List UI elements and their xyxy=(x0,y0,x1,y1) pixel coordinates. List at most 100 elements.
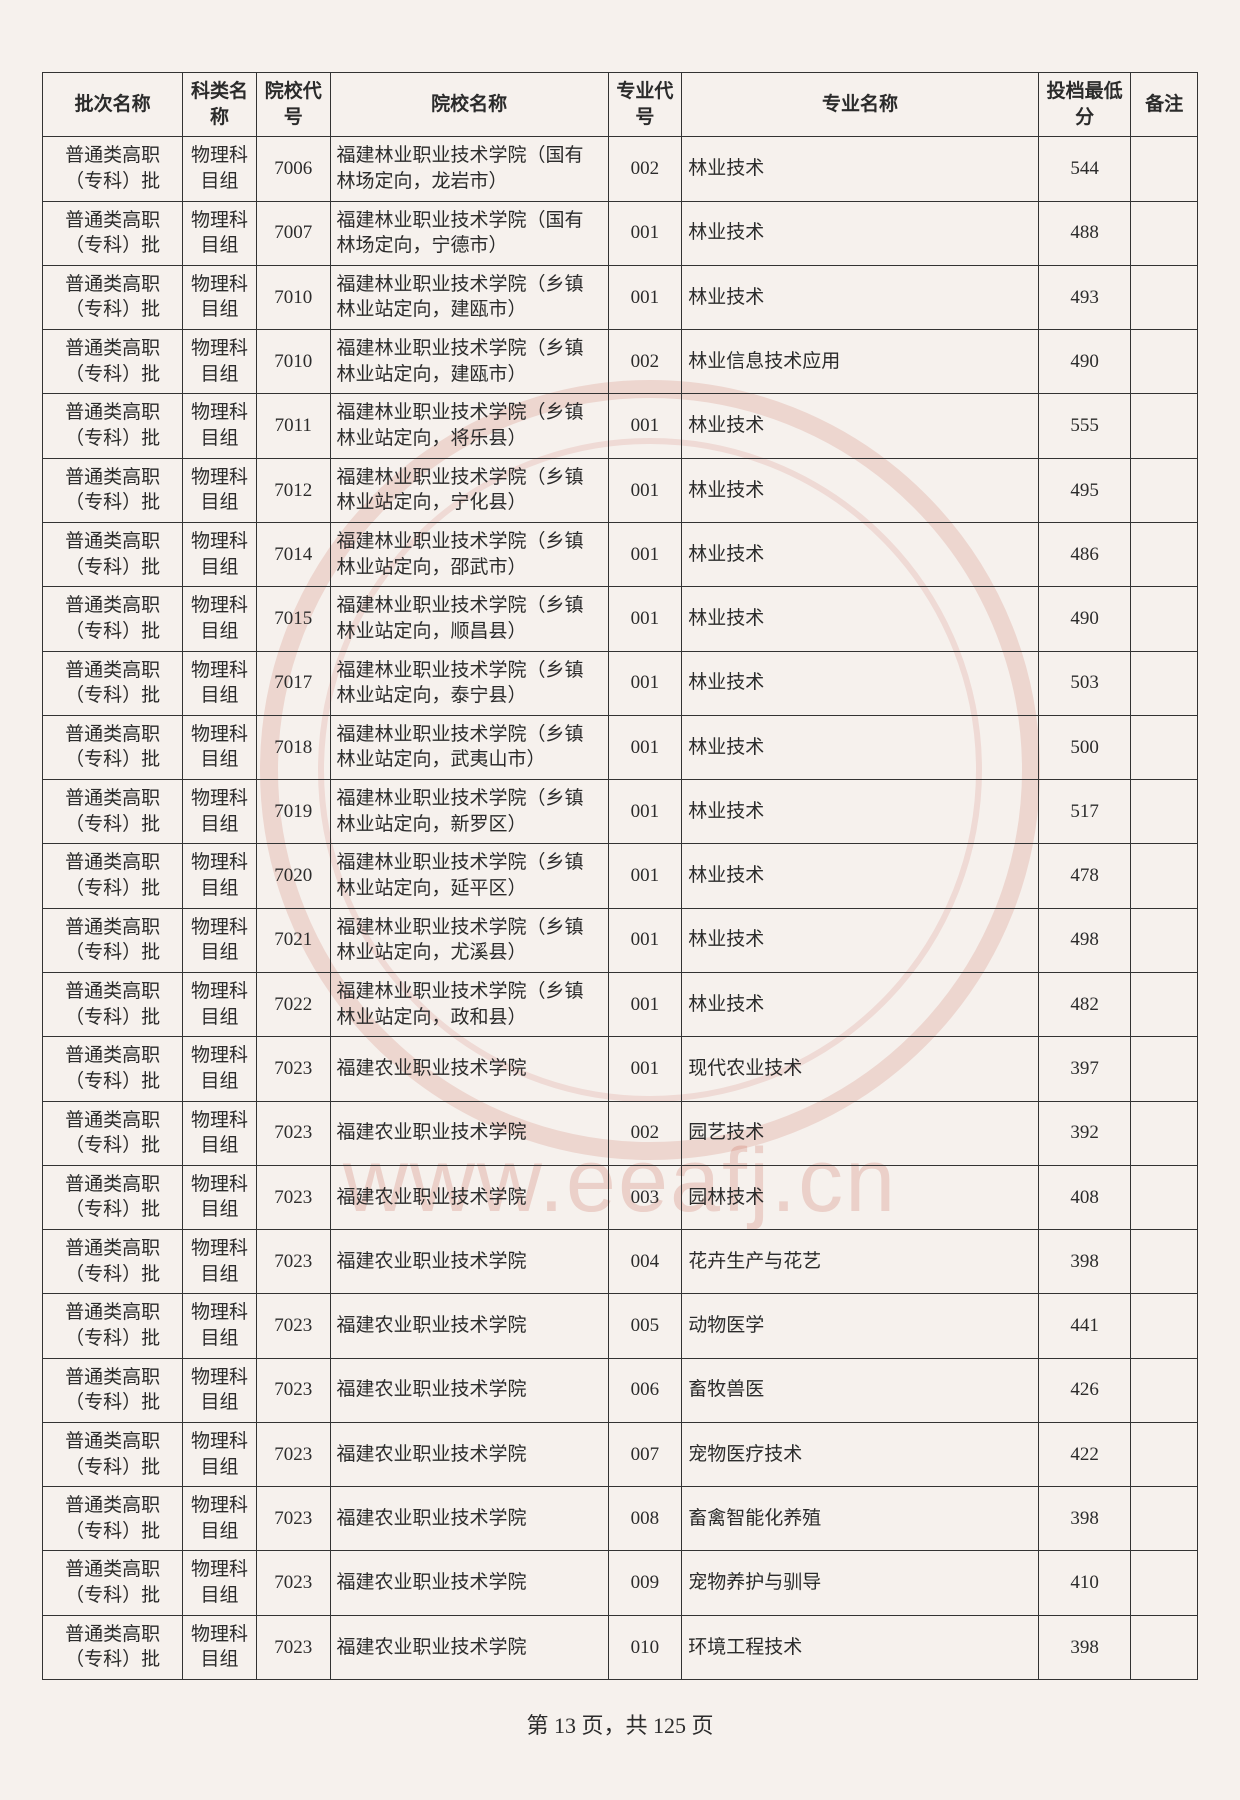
cell-score: 408 xyxy=(1038,1165,1131,1229)
cell-score: 441 xyxy=(1038,1294,1131,1358)
cell-note xyxy=(1131,1551,1198,1615)
cell-major_code: 001 xyxy=(608,458,682,522)
cell-note xyxy=(1131,972,1198,1036)
cell-score: 488 xyxy=(1038,201,1131,265)
cell-school_code: 7019 xyxy=(256,780,330,844)
cell-score: 397 xyxy=(1038,1037,1131,1101)
cell-score: 500 xyxy=(1038,715,1131,779)
cell-school_name: 福建林业职业技术学院（乡镇林业站定向，宁化县） xyxy=(330,458,608,522)
cell-major_code: 007 xyxy=(608,1422,682,1486)
cell-school_name: 福建林业职业技术学院（乡镇林业站定向，邵武市） xyxy=(330,522,608,586)
cell-school_name: 福建林业职业技术学院（国有林场定向，龙岩市） xyxy=(330,137,608,201)
cell-major_code: 005 xyxy=(608,1294,682,1358)
cell-school_code: 7020 xyxy=(256,844,330,908)
table-row: 普通类高职（专科）批物理科目组7023福建农业职业技术学院009宠物养护与驯导4… xyxy=(43,1551,1198,1615)
cell-major_code: 010 xyxy=(608,1615,682,1679)
cell-score: 544 xyxy=(1038,137,1131,201)
cell-school_code: 7018 xyxy=(256,715,330,779)
document-page: www.eeafj.cn 批次名称 科类名称 院校代号 院校名称 专业代号 专业… xyxy=(0,0,1240,1800)
cell-score: 486 xyxy=(1038,522,1131,586)
cell-school_code: 7017 xyxy=(256,651,330,715)
cell-score: 517 xyxy=(1038,780,1131,844)
cell-major_name: 花卉生产与花艺 xyxy=(682,1230,1038,1294)
cell-school_name: 福建林业职业技术学院（乡镇林业站定向，新罗区） xyxy=(330,780,608,844)
cell-category: 物理科目组 xyxy=(183,1037,257,1101)
cell-note xyxy=(1131,908,1198,972)
cell-batch: 普通类高职（专科）批 xyxy=(43,1551,183,1615)
cell-note xyxy=(1131,1101,1198,1165)
col-header-batch: 批次名称 xyxy=(43,73,183,137)
col-header-school-name: 院校名称 xyxy=(330,73,608,137)
table-row: 普通类高职（专科）批物理科目组7021福建林业职业技术学院（乡镇林业站定向，尤溪… xyxy=(43,908,1198,972)
cell-school_name: 福建农业职业技术学院 xyxy=(330,1358,608,1422)
cell-major_code: 006 xyxy=(608,1358,682,1422)
cell-score: 426 xyxy=(1038,1358,1131,1422)
cell-note xyxy=(1131,1615,1198,1679)
cell-batch: 普通类高职（专科）批 xyxy=(43,780,183,844)
cell-major_code: 001 xyxy=(608,651,682,715)
cell-batch: 普通类高职（专科）批 xyxy=(43,458,183,522)
table-row: 普通类高职（专科）批物理科目组7023福建农业职业技术学院001现代农业技术39… xyxy=(43,1037,1198,1101)
cell-score: 503 xyxy=(1038,651,1131,715)
cell-major_name: 林业技术 xyxy=(682,201,1038,265)
cell-school_name: 福建农业职业技术学院 xyxy=(330,1230,608,1294)
table-row: 普通类高职（专科）批物理科目组7010福建林业职业技术学院（乡镇林业站定向，建瓯… xyxy=(43,330,1198,394)
col-header-note: 备注 xyxy=(1131,73,1198,137)
cell-batch: 普通类高职（专科）批 xyxy=(43,715,183,779)
cell-category: 物理科目组 xyxy=(183,394,257,458)
table-row: 普通类高职（专科）批物理科目组7012福建林业职业技术学院（乡镇林业站定向，宁化… xyxy=(43,458,1198,522)
table-row: 普通类高职（专科）批物理科目组7023福建农业职业技术学院005动物医学441 xyxy=(43,1294,1198,1358)
table-row: 普通类高职（专科）批物理科目组7022福建林业职业技术学院（乡镇林业站定向，政和… xyxy=(43,972,1198,1036)
cell-category: 物理科目组 xyxy=(183,137,257,201)
cell-batch: 普通类高职（专科）批 xyxy=(43,1037,183,1101)
cell-category: 物理科目组 xyxy=(183,780,257,844)
cell-school_code: 7014 xyxy=(256,522,330,586)
cell-batch: 普通类高职（专科）批 xyxy=(43,1165,183,1229)
cell-category: 物理科目组 xyxy=(183,265,257,329)
cell-score: 398 xyxy=(1038,1615,1131,1679)
cell-category: 物理科目组 xyxy=(183,972,257,1036)
cell-category: 物理科目组 xyxy=(183,522,257,586)
cell-batch: 普通类高职（专科）批 xyxy=(43,1230,183,1294)
cell-batch: 普通类高职（专科）批 xyxy=(43,522,183,586)
cell-note xyxy=(1131,1037,1198,1101)
cell-major_name: 畜禽智能化养殖 xyxy=(682,1487,1038,1551)
cell-major_name: 畜牧兽医 xyxy=(682,1358,1038,1422)
cell-major_code: 001 xyxy=(608,201,682,265)
cell-school_name: 福建农业职业技术学院 xyxy=(330,1294,608,1358)
cell-school_name: 福建林业职业技术学院（乡镇林业站定向，泰宁县） xyxy=(330,651,608,715)
cell-batch: 普通类高职（专科）批 xyxy=(43,201,183,265)
cell-category: 物理科目组 xyxy=(183,587,257,651)
cell-score: 482 xyxy=(1038,972,1131,1036)
pager-current: 13 xyxy=(554,1713,576,1738)
cell-batch: 普通类高职（专科）批 xyxy=(43,651,183,715)
cell-score: 490 xyxy=(1038,587,1131,651)
cell-score: 493 xyxy=(1038,265,1131,329)
cell-note xyxy=(1131,1230,1198,1294)
cell-school_code: 7023 xyxy=(256,1358,330,1422)
table-row: 普通类高职（专科）批物理科目组7020福建林业职业技术学院（乡镇林业站定向，延平… xyxy=(43,844,1198,908)
cell-category: 物理科目组 xyxy=(183,201,257,265)
cell-note xyxy=(1131,330,1198,394)
cell-score: 495 xyxy=(1038,458,1131,522)
cell-category: 物理科目组 xyxy=(183,1422,257,1486)
cell-major_name: 林业技术 xyxy=(682,908,1038,972)
cell-major_name: 宠物医疗技术 xyxy=(682,1422,1038,1486)
cell-note xyxy=(1131,780,1198,844)
cell-batch: 普通类高职（专科）批 xyxy=(43,137,183,201)
cell-batch: 普通类高职（专科）批 xyxy=(43,330,183,394)
table-row: 普通类高职（专科）批物理科目组7023福建农业职业技术学院010环境工程技术39… xyxy=(43,1615,1198,1679)
cell-note xyxy=(1131,265,1198,329)
cell-school_code: 7023 xyxy=(256,1294,330,1358)
col-header-score: 投档最低分 xyxy=(1038,73,1131,137)
cell-note xyxy=(1131,1487,1198,1551)
table-row: 普通类高职（专科）批物理科目组7023福建农业职业技术学院007宠物医疗技术42… xyxy=(43,1422,1198,1486)
cell-major_name: 林业技术 xyxy=(682,780,1038,844)
cell-note xyxy=(1131,394,1198,458)
cell-note xyxy=(1131,844,1198,908)
cell-category: 物理科目组 xyxy=(183,458,257,522)
cell-category: 物理科目组 xyxy=(183,908,257,972)
cell-school_code: 7006 xyxy=(256,137,330,201)
cell-score: 398 xyxy=(1038,1230,1131,1294)
cell-school_code: 7023 xyxy=(256,1101,330,1165)
